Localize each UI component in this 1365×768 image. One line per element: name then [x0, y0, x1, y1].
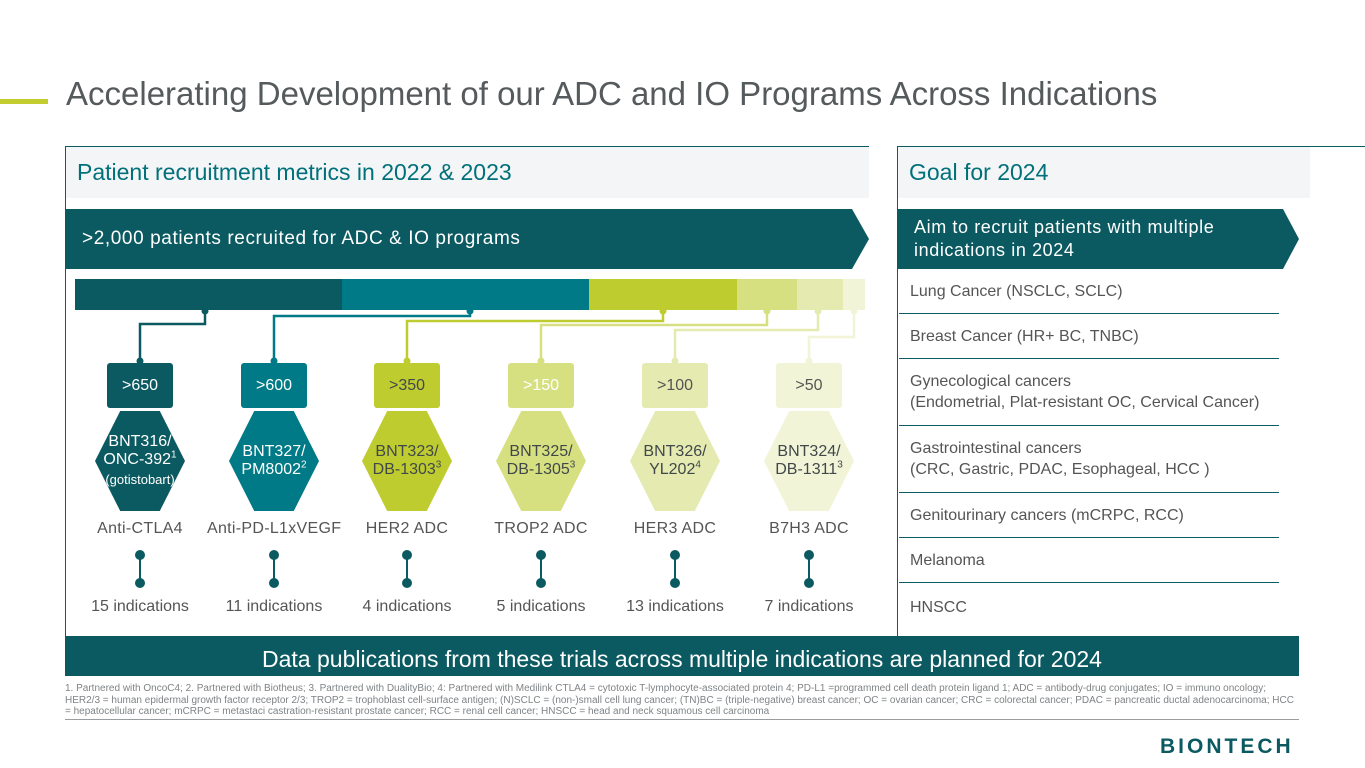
bar-segment-bnt325: [737, 279, 797, 310]
program-name-line2: PM8002: [241, 461, 302, 478]
program-name-line2: DB-1303: [372, 461, 436, 478]
footnote: 1. Partnered with OncoC4; 2. Partnered w…: [65, 683, 1294, 717]
goal-item-text: HNSCC: [910, 598, 967, 616]
program-alias: (gotistobart): [105, 472, 175, 487]
program-name-line1: BNT327/: [242, 443, 306, 460]
connector-bnt327: [272, 310, 472, 362]
goal-item-text: Melanoma: [910, 551, 985, 569]
title-accent-line: [0, 99, 48, 104]
publications-banner: Data publications from these trials acro…: [65, 636, 1299, 676]
footnote-ref: 1: [171, 449, 177, 461]
program-name-line1: BNT323/: [375, 443, 439, 460]
goal-item-hnscc: HNSCC: [899, 583, 1279, 631]
bar-segment-bnt326: [797, 279, 843, 310]
bar-segment-bnt327: [342, 279, 589, 310]
goal-item-melanoma: Melanoma: [899, 538, 1279, 583]
program-name-line1: BNT324/: [777, 443, 841, 460]
program-target-bnt323: HER2 ADC: [365, 520, 449, 537]
program-name-line1: BNT316/: [108, 433, 172, 450]
goal-item-text: Breast Cancer (HR+ BC, TNBC): [910, 327, 1139, 345]
goal-item-breast: Breast Cancer (HR+ BC, TNBC): [899, 314, 1279, 359]
connector-bnt326: [673, 310, 820, 362]
patient-count-bnt326: >100: [642, 363, 708, 408]
program-indications-bnt326: 13 indications: [626, 598, 724, 615]
connector-bnt325: [539, 310, 769, 362]
program-name-line2: YL202: [649, 461, 696, 478]
goal-item-subtext: (Endometrial, Plat-resistant OC, Cervica…: [910, 394, 1260, 411]
program-name-line1: BNT325/: [509, 443, 573, 460]
program-indications-bnt327: 11 indications: [225, 598, 323, 615]
goal-item-text: Genitourinary cancers (mCRPC, RCC): [910, 506, 1184, 524]
program-name-line1: BNT326/: [643, 443, 707, 460]
program-indications-bnt323: 4 indications: [362, 598, 452, 615]
patient-count-bnt323: >350: [374, 363, 440, 408]
program-name-line2: ONC-392: [103, 451, 171, 468]
goal-item-lung: Lung Cancer (NSCLC, SCLC): [899, 269, 1279, 314]
program-name-line2: DB-1305: [506, 461, 570, 478]
patient-count-bnt324: >50: [776, 363, 842, 408]
recruitment-banner: >2,000 patients recruited for ADC & IO p…: [65, 209, 869, 269]
bar-segment-bnt316: [75, 279, 342, 310]
goal-item-gynecological: Gynecological cancers (Endometrial, Plat…: [899, 359, 1279, 426]
connector-bnt323: [405, 310, 665, 362]
footnote-ref: 3: [837, 459, 843, 471]
goal-item-genitourinary: Genitourinary cancers (mCRPC, RCC): [899, 493, 1279, 538]
program-target-bnt324: B7H3 ADC: [769, 520, 849, 537]
connector-bnt316: [138, 310, 207, 362]
patient-count-bnt327: >600: [241, 363, 307, 408]
connector-bnt324: [807, 310, 856, 362]
bar-segment-bnt324: [843, 279, 865, 310]
recruitment-heading: Patient recruitment metrics in 2022 & 20…: [66, 147, 869, 198]
goal-banner: Aim to recruit patients with multiple in…: [897, 209, 1299, 269]
page-title: Accelerating Development of our ADC and …: [66, 75, 1158, 112]
program-indications-bnt316: 15 indications: [91, 598, 189, 615]
patient-count-bnt325: >150: [508, 363, 574, 408]
bar-segment-bnt323: [589, 279, 737, 310]
patient-count-bnt316: >650: [107, 363, 173, 408]
goal-banner-text: Aim to recruit patients with multiple in…: [914, 217, 1215, 260]
goal-item-text: Gynecological cancers: [910, 373, 1071, 390]
program-target-bnt316: Anti-CTLA4: [97, 520, 183, 537]
footnote-ref: 3: [569, 459, 576, 471]
program-target-bnt325: TROP2 ADC: [494, 520, 588, 537]
program-target-bnt326: HER3 ADC: [633, 520, 717, 537]
footnote-divider: [65, 719, 1299, 720]
biontech-logo: BIONTECH: [1160, 735, 1294, 758]
recruitment-banner-text: >2,000 patients recruited for ADC & IO p…: [82, 228, 521, 249]
program-indications-bnt325: 5 indications: [496, 598, 586, 615]
program-target-bnt327: Anti-PD-L1xVEGF: [207, 520, 342, 537]
goal-item-subtext: (CRC, Gastric, PDAC, Esophageal, HCC ): [910, 461, 1210, 478]
goal-heading: Goal for 2024: [898, 147, 1310, 198]
goal-item-text: Gastrointestinal cancers: [910, 440, 1082, 457]
footnote-ref: 2: [301, 459, 307, 471]
program-indications-bnt324: 7 indications: [764, 598, 854, 615]
goal-panel: Goal for 2024: [897, 146, 1365, 636]
goal-item-gastrointestinal: Gastrointestinal cancers (CRC, Gastric, …: [899, 426, 1279, 493]
program-name-line2: DB-1311: [775, 461, 838, 478]
recruitment-panel: Patient recruitment metrics in 2022 & 20…: [65, 146, 869, 636]
footnote-ref: 3: [435, 459, 442, 471]
goal-item-text: Lung Cancer (NSCLC, SCLC): [910, 282, 1123, 300]
footnote-ref: 4: [695, 459, 701, 471]
